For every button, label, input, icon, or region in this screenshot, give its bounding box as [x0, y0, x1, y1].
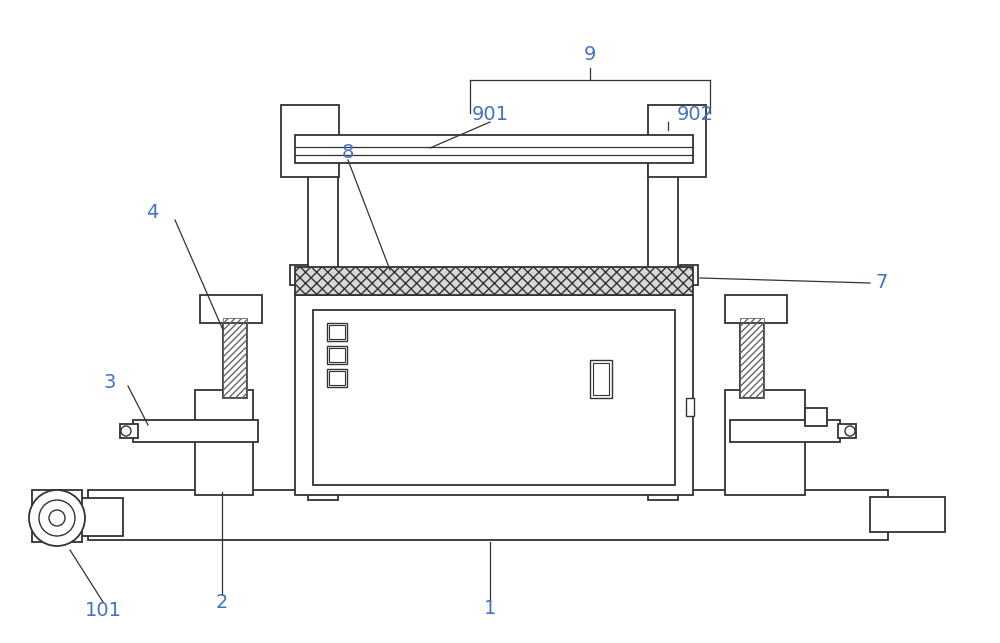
- Circle shape: [39, 500, 75, 536]
- Bar: [295, 295, 693, 495]
- Text: 8: 8: [342, 143, 354, 161]
- Bar: [295, 267, 693, 295]
- Bar: [838, 424, 856, 438]
- Bar: [327, 323, 347, 341]
- Circle shape: [121, 426, 131, 436]
- Bar: [195, 390, 253, 495]
- Text: 3: 3: [104, 372, 116, 392]
- Text: 9: 9: [584, 46, 596, 64]
- Bar: [680, 265, 698, 285]
- Bar: [32, 490, 82, 542]
- Text: 902: 902: [676, 105, 714, 125]
- Text: 7: 7: [876, 273, 888, 293]
- Bar: [327, 369, 347, 387]
- Text: 101: 101: [84, 601, 122, 619]
- Bar: [329, 371, 345, 385]
- Bar: [730, 420, 840, 442]
- Bar: [725, 390, 805, 495]
- Bar: [200, 295, 262, 323]
- Text: 901: 901: [472, 105, 509, 125]
- Bar: [120, 424, 138, 438]
- Circle shape: [845, 426, 855, 436]
- Bar: [281, 105, 339, 177]
- Text: 1: 1: [484, 599, 496, 617]
- Bar: [308, 135, 338, 500]
- Bar: [290, 265, 308, 285]
- Bar: [805, 408, 827, 426]
- Bar: [648, 105, 706, 177]
- Bar: [223, 318, 247, 398]
- Text: 2: 2: [216, 593, 228, 613]
- Bar: [740, 318, 764, 398]
- Bar: [686, 398, 694, 416]
- Bar: [327, 346, 347, 364]
- Bar: [648, 135, 678, 500]
- Text: 4: 4: [146, 203, 158, 222]
- Bar: [223, 318, 247, 398]
- Bar: [590, 360, 612, 398]
- Bar: [313, 310, 675, 485]
- Bar: [740, 318, 764, 398]
- Bar: [68, 498, 123, 536]
- Bar: [725, 295, 787, 323]
- Bar: [329, 348, 345, 362]
- Bar: [295, 135, 693, 163]
- Bar: [870, 497, 945, 532]
- Bar: [88, 490, 888, 540]
- Bar: [593, 363, 609, 395]
- Bar: [133, 420, 258, 442]
- Bar: [329, 325, 345, 339]
- Circle shape: [49, 510, 65, 526]
- Circle shape: [29, 490, 85, 546]
